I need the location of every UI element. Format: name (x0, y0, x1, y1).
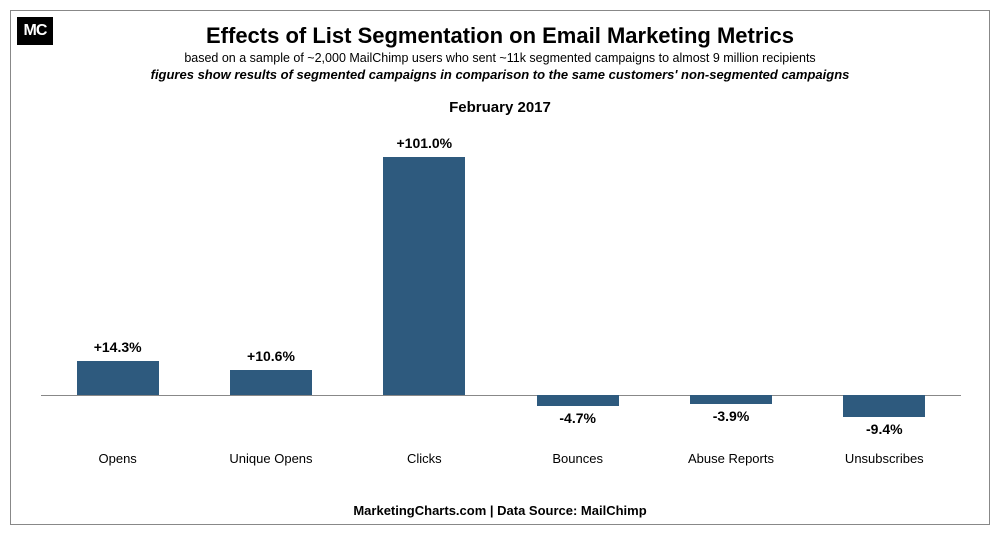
bar (843, 395, 925, 417)
bar-value-label: -9.4% (866, 421, 903, 437)
bar (537, 395, 619, 406)
chart-footer: MarketingCharts.com | Data Source: MailC… (11, 503, 989, 518)
bar-value-label: -3.9% (713, 408, 750, 424)
bar-slot: -4.7% Bounces (501, 126, 654, 466)
bar (77, 361, 159, 395)
bar (383, 157, 465, 394)
chart-frame: MC Effects of List Segmentation on Email… (10, 10, 990, 525)
category-label: Abuse Reports (688, 451, 774, 466)
bar-slot: +10.6% Unique Opens (194, 126, 347, 466)
bar (690, 395, 772, 404)
bar (230, 370, 312, 395)
bar-slot: +14.3% Opens (41, 126, 194, 466)
chart-subtitle-italic: figures show results of segmented campai… (11, 67, 989, 82)
chart-date: February 2017 (11, 99, 989, 116)
chart-subtitle: based on a sample of ~2,000 MailChimp us… (11, 51, 989, 65)
bar-value-label: +101.0% (396, 135, 452, 151)
bar-slot: -3.9% Abuse Reports (654, 126, 807, 466)
category-label: Unsubscribes (845, 451, 924, 466)
bar-slot: +101.0% Clicks (348, 126, 501, 466)
bar-value-label: -4.7% (559, 410, 596, 426)
bar-value-label: +10.6% (247, 348, 295, 364)
category-label: Unique Opens (229, 451, 312, 466)
plot-area: +14.3% Opens +10.6% Unique Opens +101.0% Clic… (41, 126, 961, 466)
category-label: Bounces (552, 451, 603, 466)
bar-slot: -9.4% Unsubscribes (808, 126, 961, 466)
category-label: Opens (99, 451, 137, 466)
bar-value-label: +14.3% (94, 339, 142, 355)
category-label: Clicks (407, 451, 442, 466)
chart-title: Effects of List Segmentation on Email Ma… (11, 23, 989, 49)
